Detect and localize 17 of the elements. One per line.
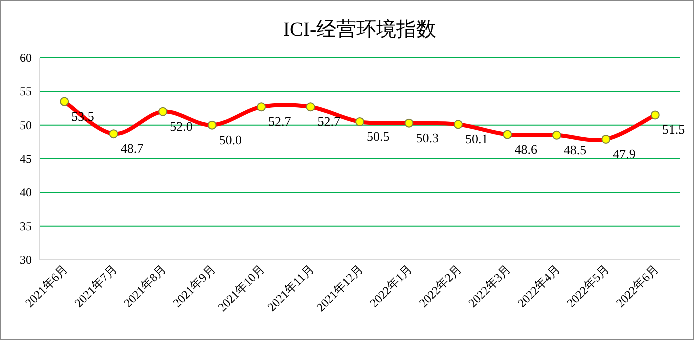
data-label: 47.9 [613,146,636,162]
y-tick-label: 30 [20,253,32,267]
y-tick-label: 35 [20,219,32,234]
y-tick-label: 45 [20,152,32,166]
y-tick-label: 50 [20,118,32,132]
data-label: 48.6 [514,142,538,157]
chart-title: ICI-经营环境指数 [283,19,437,41]
y-tick-label: 60 [20,51,32,65]
data-label: 48.7 [120,141,144,156]
y-tick-label: 55 [20,84,32,99]
data-label: 48.5 [564,142,587,158]
data-label: 50.3 [416,130,439,146]
data-label: 50.5 [367,128,390,144]
data-label: 50.1 [465,132,488,147]
data-label: 51.5 [662,122,686,138]
y-tick-label: 40 [20,186,32,200]
data-label: 50.0 [219,132,242,148]
